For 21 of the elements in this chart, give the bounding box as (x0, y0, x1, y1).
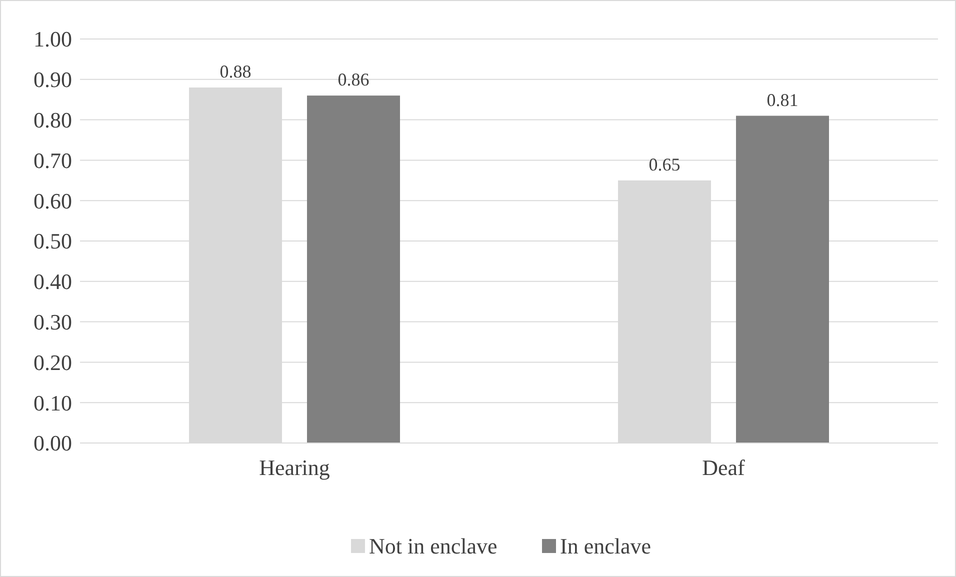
y-tick-label: 0.20 (34, 350, 72, 375)
y-tick-label: 0.00 (34, 430, 72, 456)
y-tick-label: 0.50 (34, 228, 72, 254)
bar (736, 116, 829, 443)
y-tick-label: 0.40 (34, 269, 72, 294)
data-label: 0.65 (648, 154, 680, 174)
bar (307, 96, 400, 443)
x-tick-label: Hearing (259, 455, 330, 480)
y-tick-label: 1.00 (34, 26, 72, 52)
data-label: 0.86 (338, 70, 370, 90)
y-tick-label: 0.10 (34, 390, 72, 416)
y-tick-label: 0.80 (34, 108, 72, 132)
legend-label: In enclave (560, 534, 651, 559)
y-tick-label: 0.90 (34, 67, 72, 92)
x-tick-label: Deaf (702, 455, 746, 480)
data-label: 0.88 (220, 61, 252, 82)
y-tick-label: 0.70 (34, 148, 72, 173)
legend-label: Not in enclave (369, 534, 498, 559)
y-tick-label: 0.30 (34, 310, 72, 334)
data-label: 0.81 (766, 90, 798, 110)
y-tick-label: 0.60 (34, 188, 72, 214)
